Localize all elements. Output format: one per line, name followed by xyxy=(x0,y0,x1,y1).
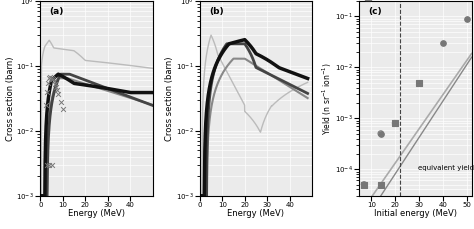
Point xyxy=(52,85,60,89)
Point xyxy=(50,79,57,83)
Text: (b): (b) xyxy=(209,7,223,16)
Y-axis label: Cross section (barn): Cross section (barn) xyxy=(6,56,15,141)
Point xyxy=(45,81,52,85)
Point xyxy=(415,81,423,85)
Point xyxy=(48,163,55,167)
Point xyxy=(392,121,399,125)
Point xyxy=(54,89,61,92)
Point xyxy=(377,183,384,186)
Point xyxy=(51,83,59,86)
X-axis label: Energy (MeV): Energy (MeV) xyxy=(228,210,284,218)
Point xyxy=(377,132,384,135)
Point xyxy=(42,103,50,107)
Point xyxy=(49,78,56,81)
Point xyxy=(55,92,62,96)
Point xyxy=(59,107,66,111)
X-axis label: Energy (MeV): Energy (MeV) xyxy=(68,210,125,218)
Point xyxy=(377,132,384,135)
Y-axis label: Cross section (barn): Cross section (barn) xyxy=(165,56,174,141)
Point xyxy=(415,81,423,85)
Point xyxy=(463,17,471,21)
Y-axis label: Yield (n sr$^{-1}$ ion$^{-1}$): Yield (n sr$^{-1}$ ion$^{-1}$) xyxy=(320,62,334,135)
Point xyxy=(46,75,54,79)
Point xyxy=(360,183,368,186)
Point xyxy=(43,90,51,94)
Point xyxy=(392,121,399,125)
Point xyxy=(392,121,399,125)
Point xyxy=(46,76,53,80)
X-axis label: Initial energy (MeV): Initial energy (MeV) xyxy=(374,210,457,218)
Point xyxy=(46,163,53,167)
Text: (c): (c) xyxy=(368,7,382,16)
Point xyxy=(57,100,64,104)
Point xyxy=(360,183,368,186)
Point xyxy=(43,163,51,167)
Point xyxy=(48,76,55,80)
Text: equivalent yield: equivalent yield xyxy=(418,166,474,172)
Point xyxy=(439,41,447,45)
Text: (a): (a) xyxy=(49,7,64,16)
